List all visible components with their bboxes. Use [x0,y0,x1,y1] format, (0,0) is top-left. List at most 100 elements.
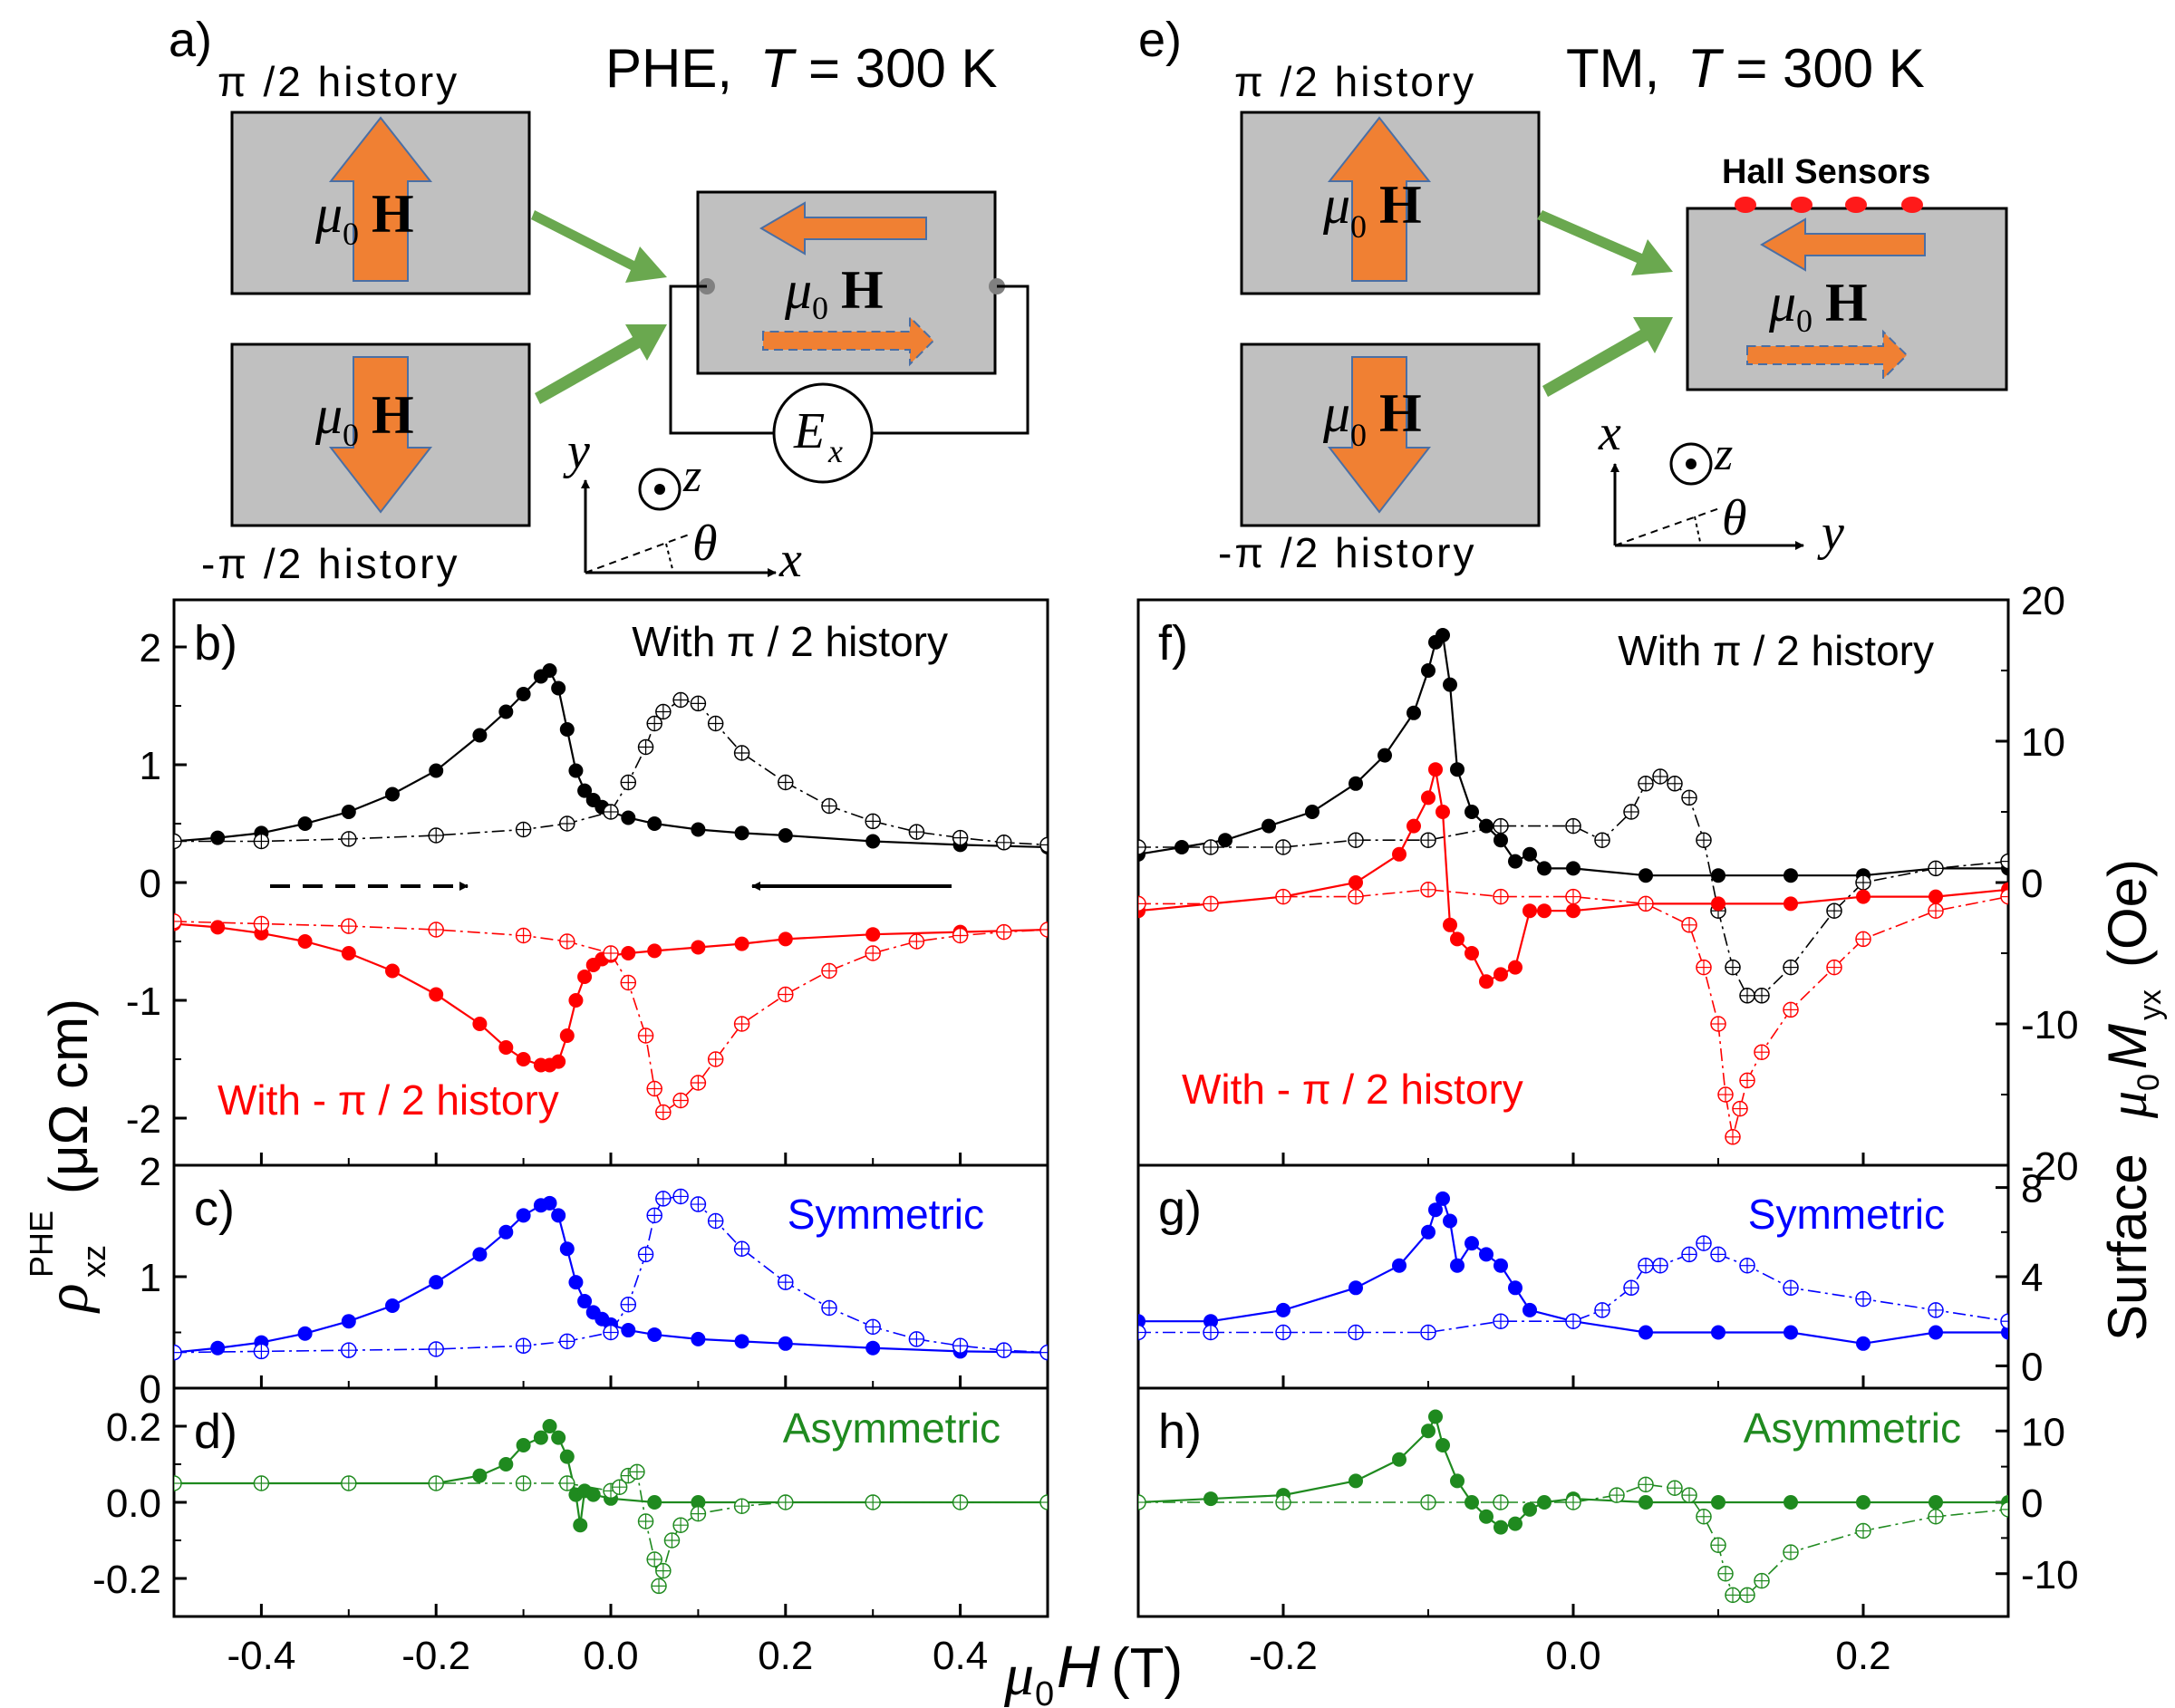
point-d-1-4 [515,1475,532,1491]
point-f-1-5 [1493,817,1509,835]
point-g-1-5 [1493,1313,1509,1329]
point-c-1-8 [637,1246,654,1263]
point-f-0-12 [1450,762,1464,777]
point-b-2-6 [429,987,444,1002]
point-b-3-17 [865,945,881,961]
point-b-0-9 [516,687,531,701]
schematic-a-green-arrow-top [531,210,667,283]
series-line-b-3 [174,921,1048,1114]
point-d-1-7 [611,1479,628,1495]
point-b-1-18 [908,824,925,840]
mu-symbol: μ [1003,1642,1034,1708]
point-f-2-5 [1406,818,1421,834]
schematic-a-result-field-label: μ 0 H [784,260,884,326]
point-c-0-22 [734,1334,749,1349]
schematic-a-meter-label: E x [793,403,843,469]
schematic-e-sensors-label: Hall Sensors [1722,153,1930,191]
point-h-0-18 [1784,1495,1798,1510]
mu-subscript: 0 [1035,1675,1054,1708]
hall-sensor-3 [1845,197,1867,213]
annotation-h-0: Asymmetric [1744,1404,1961,1452]
point-h-1-14 [1754,1572,1770,1589]
point-b-3-12 [690,1075,707,1091]
schematic-e-top-field-arrow [1327,116,1432,282]
schematic-e-temp-value: = 300 K [1735,38,1925,99]
schematic-a-green-arrow-bottom [535,324,667,404]
angle-label: θ [1722,490,1747,546]
point-g-1-18 [2000,1313,2008,1329]
point-f-0-10 [1436,628,1450,642]
point-f-2-20 [1784,896,1798,912]
point-f-2-7 [1428,762,1443,777]
schematic-a-temp-value: = 300 K [808,38,998,99]
schematic-e-green-arrow-bottom [1542,317,1673,397]
ytick-label-d-0: -0.2 [92,1558,161,1602]
ytick-label-h-2: 10 [2021,1410,2065,1454]
ytick-label-c-1: 1 [140,1256,161,1300]
mu-subscript: 0 [343,216,359,252]
point-d-1-21 [1039,1494,1048,1510]
point-b-1-12 [690,695,707,712]
point-f-0-4 [1305,805,1320,819]
point-d-1-10 [637,1513,654,1529]
point-b-3-3 [428,922,444,938]
point-h-1-13 [1739,1587,1755,1604]
point-f-3-20 [2000,888,2008,905]
point-f-3-13 [1732,1100,1748,1117]
point-f-0-21 [1711,868,1726,883]
angle-label: θ [692,516,718,572]
point-g-1-12 [1696,1235,1712,1251]
point-f-3-15 [1754,1044,1770,1060]
point-b-1-21 [1039,836,1048,854]
point-f-0-16 [1508,854,1522,869]
point-b-2-5 [385,963,400,979]
point-g-0-6 [1428,1202,1443,1218]
field-symbol: H [1379,175,1422,235]
point-f-2-6 [1421,790,1436,806]
point-f-2-10 [1450,931,1464,947]
point-d-1-3 [428,1475,444,1491]
point-b-2-24 [865,927,881,942]
point-f-1-17 [1754,988,1770,1004]
ytick-label-d-2: 0.2 [106,1405,161,1450]
point-h-1-15 [1783,1544,1799,1560]
ytick-label-f-2: 0 [2021,862,2043,906]
point-h-1-6 [1638,1476,1654,1493]
chart-c: c) 0 1 2 Symmetric [140,1150,1049,1412]
chart-h: h) -10 0 10 -0.2 0.0 0.2 Asymmetric [1136,1386,2079,1678]
point-c-1-15 [778,1274,794,1290]
point-f-1-3 [1348,832,1364,848]
point-f-2-19 [1711,896,1726,912]
point-f-2-17 [1566,903,1580,919]
point-h-1-9 [1696,1509,1712,1525]
point-b-3-18 [908,933,925,950]
point-h-0-8 [1450,1473,1464,1489]
point-c-0-15 [577,1294,593,1309]
point-d-1-13 [655,1562,672,1579]
point-h-1-4 [1565,1494,1581,1510]
point-f-3-12 [1725,1129,1741,1145]
panel-label-h: h) [1158,1404,1202,1459]
point-b-0-24 [865,834,881,849]
point-b-2-9 [516,1052,531,1066]
point-f-1-12 [1681,789,1697,806]
point-g-1-1 [1203,1324,1219,1341]
point-b-2-20 [647,943,662,959]
point-b-1-6 [603,804,619,820]
point-g-0-14 [1522,1302,1537,1317]
point-b-0-11 [542,663,557,678]
point-b-1-5 [559,815,575,832]
point-h-0-16 [1638,1495,1653,1510]
point-b-0-23 [778,828,793,843]
point-b-1-10 [655,703,672,720]
axis-y-label: y [1817,505,1844,561]
ytick-label-f-0: -20 [2021,1144,2079,1189]
series-line-f-0 [1138,632,2008,877]
point-c-1-21 [1039,1344,1048,1361]
point-b-3-21 [1039,922,1048,938]
point-b-0-6 [429,763,444,778]
point-b-1-7 [620,774,637,791]
mu-subscript: 0 [1350,208,1367,245]
hall-sensor-2 [1791,197,1812,213]
